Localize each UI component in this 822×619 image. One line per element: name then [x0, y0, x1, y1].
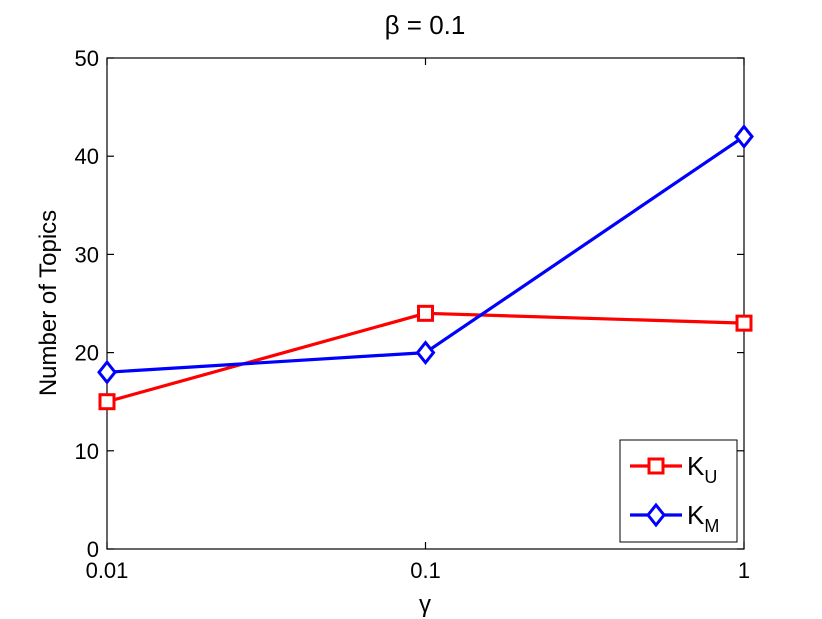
x-tick-label: 0.01: [86, 558, 129, 583]
legend-label-subscript: U: [704, 467, 717, 487]
y-axis-label: Number of Topics: [35, 210, 62, 396]
data-point-k-u: [417, 304, 434, 322]
x-axis-label: γ: [419, 591, 431, 618]
y-tick-label: 0: [87, 537, 99, 562]
x-tick-label: 1: [738, 558, 750, 583]
y-tick-label: 20: [75, 341, 99, 366]
series: [97, 124, 754, 411]
legend-box: [619, 439, 738, 543]
data-point-k-m: [97, 359, 117, 385]
data-point-k-u: [98, 393, 116, 411]
data-point-k-m: [734, 124, 754, 149]
x-tick-label: 0.1: [410, 558, 441, 583]
y-tick-label: 10: [75, 439, 99, 464]
y-tick-label: 50: [75, 46, 99, 71]
legend-item-k-u: KU: [630, 451, 717, 487]
data-point-k-u: [735, 314, 753, 332]
y-tick-label: 30: [75, 242, 99, 267]
chart-title: β = 0.1: [385, 10, 466, 40]
series-k-m: [97, 124, 754, 385]
data-point-k-m: [415, 340, 436, 366]
series-k-u: [98, 304, 753, 411]
legend-label: KU: [687, 451, 717, 487]
y-tick-label: 40: [75, 144, 99, 169]
legend-label: KM: [687, 500, 719, 536]
legend-item-k-m: KM: [630, 500, 719, 536]
legend-label-subscript: M: [704, 516, 719, 536]
legend-label-main: K: [687, 500, 705, 530]
legend-label-main: K: [687, 451, 705, 481]
legend-swatch-marker: [647, 457, 665, 475]
legend-swatch-marker: [646, 502, 666, 528]
